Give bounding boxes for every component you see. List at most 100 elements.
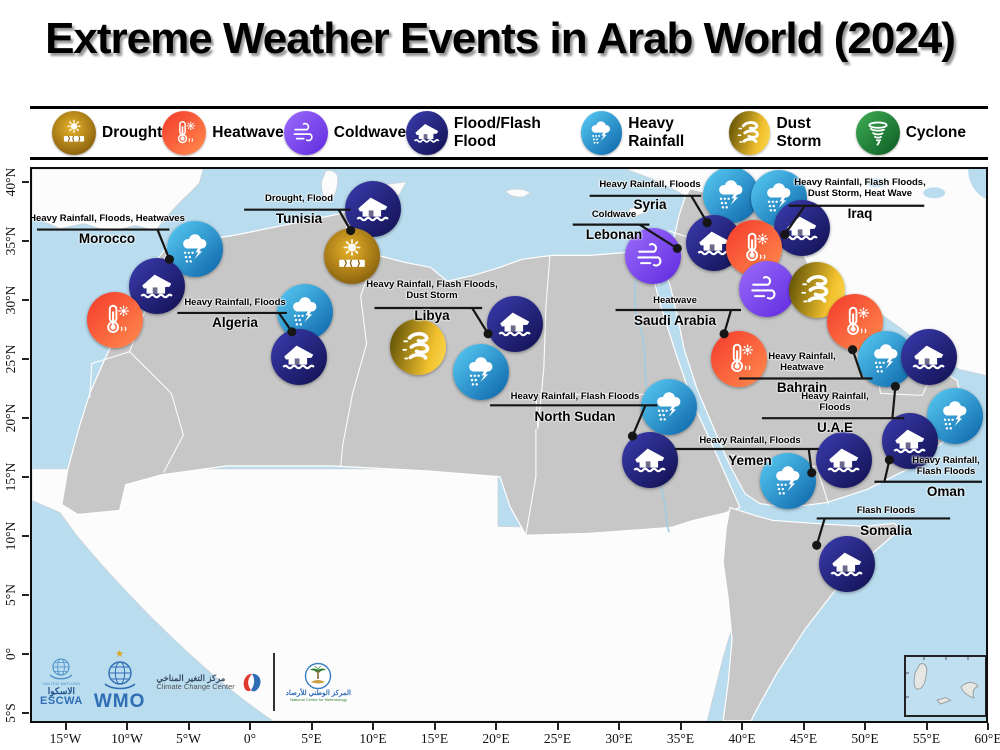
event-list: Heavy Rainfall, Floods [599, 179, 701, 190]
annotation-north-sudan: Heavy Rainfall, Flash Floods North Sudan [511, 391, 640, 424]
legend-label-flood: Flood/Flash Flood [453, 115, 541, 150]
marker-heatwave-morocco [87, 292, 143, 348]
event-list: Heavy Rainfall, Flash Floods [912, 455, 980, 477]
y-tick [22, 594, 29, 596]
x-tick-label: 10°E [359, 731, 387, 746]
x-tick [126, 723, 128, 730]
marker-flood-algeria [271, 329, 327, 385]
marker-rainfall-yemen [760, 453, 816, 509]
annotation-algeria: Heavy Rainfall, Floods Algeria [184, 297, 285, 330]
logo-divider [272, 653, 275, 711]
event-list: Heavy Rainfall, Floods [801, 391, 869, 413]
marker-rainfall-north-sudan [641, 379, 697, 435]
y-tick-label: 30°N [3, 285, 18, 315]
annotation-tunisia: Drought, Flood Tunisia [265, 193, 333, 226]
country-name: Syria [633, 197, 667, 212]
marker-rainfall-syria [703, 169, 759, 223]
y-tick [22, 476, 29, 478]
wmo-emblem-icon [104, 661, 136, 690]
annotation-yemen: Heavy Rainfall, Floods Yemen [699, 435, 800, 468]
footer-logos: UNITED NATIONS الاسكوا ESCWA ★ WMO مركز … [40, 645, 351, 719]
y-tick-label: 15°N [3, 462, 18, 492]
annotation-bahrain: Heavy Rainfall, Heatwave Bahrain [768, 351, 836, 395]
legend-item-coldwave: Coldwave [283, 111, 406, 155]
map-canvas: Heavy Rainfall, Floods, Heatwaves Morocco… [30, 167, 988, 723]
y-tick-label: 0° [3, 647, 18, 661]
un-emblem-icon [49, 658, 73, 680]
climate-change-center-logo: مركز التغير المناخي Climate Change Cente… [156, 669, 261, 695]
annotation-saudi-arabia: Heatwave Saudi Arabia [634, 295, 716, 328]
x-tick-label: 60°E [974, 731, 1000, 746]
event-list: Heavy Rainfall, Floods, Heatwaves [30, 213, 185, 224]
inset-islands [906, 657, 979, 705]
annotation-iraq: Heavy Rainfall, Flash Floods, Dust Storm,… [794, 177, 925, 221]
event-list: Drought, Flood [264, 193, 334, 204]
x-tick [741, 723, 743, 730]
marker-flood-north-sudan [622, 432, 678, 488]
drought-icon [52, 111, 96, 155]
x-tick-label: 20°E [482, 731, 510, 746]
cyclone-icon [855, 111, 900, 155]
coldwave-icon [283, 111, 328, 155]
country-name: North Sudan [534, 409, 616, 424]
legend-item-rainfall: Heavy Rainfall [580, 111, 729, 155]
x-tick-label: 45°E [789, 731, 818, 746]
x-tick-label: 15°W [49, 731, 82, 746]
y-tick-label: 40°N [3, 167, 18, 197]
event-list: Heatwave [653, 295, 697, 306]
legend-label-drought: Drought [102, 124, 163, 141]
legend-item-duststorm: Dust Storm [728, 111, 856, 155]
x-tick [187, 723, 190, 730]
x-tick-label: 15°E [420, 731, 449, 746]
inset-map-comoros [904, 655, 986, 717]
x-tick-label: 55°E [912, 731, 941, 746]
x-tick [802, 723, 805, 730]
y-tick [22, 712, 29, 714]
event-list: Heavy Rainfall, Flash Floods, Dust Storm [366, 279, 498, 301]
y-tick [22, 653, 29, 655]
flood-icon [406, 111, 448, 155]
marker-flood-morocco [129, 258, 185, 314]
x-tick [433, 723, 436, 730]
ncm-emblem-icon [305, 663, 332, 690]
wmo-star-icon: ★ [115, 649, 125, 661]
event-list: Heavy Rainfall, Heatwave [768, 351, 836, 373]
marker-flood-u-a-e [901, 329, 957, 385]
x-tick [864, 723, 866, 730]
annotation-lebonan: Coldwave Lebonan [586, 209, 642, 242]
country-name: Tunisia [275, 211, 323, 226]
x-tick-label: 30°E [605, 731, 633, 746]
marker-rainfall-libya [453, 344, 509, 400]
y-tick [22, 535, 29, 537]
event-list: Flash Floods [856, 505, 916, 516]
country-name: Iraq [847, 206, 873, 221]
y-tick [22, 299, 29, 301]
ccc-arabic: مركز التغير المناخي [156, 672, 226, 683]
country-name: Algeria [212, 315, 258, 330]
country-name: Somalia [860, 523, 912, 538]
x-tick [495, 723, 497, 730]
legend-label-duststorm: Dust Storm [776, 115, 822, 150]
marker-drought-tunisia [324, 228, 380, 284]
escwa-name: ESCWA [40, 695, 83, 708]
annotation-somalia: Flash Floods Somalia [857, 505, 916, 538]
y-tick-label: 35°N [3, 226, 18, 256]
country-name: U.A.E [816, 420, 853, 435]
x-tick [925, 723, 928, 730]
x-tick [987, 723, 989, 730]
y-tick [22, 417, 29, 419]
wmo-logo: ★ WMO [94, 649, 146, 712]
y-tick [22, 358, 29, 360]
event-list: Heavy Rainfall, Floods [699, 435, 801, 446]
escwa-arabic: الاسكوا [47, 685, 76, 696]
event-list: Heavy Rainfall, Floods [184, 297, 286, 308]
x-tick [64, 723, 67, 730]
marker-flood-libya [487, 296, 543, 352]
y-tick-label: 5°S [3, 703, 18, 723]
annotation-oman: Heavy Rainfall, Flash Floods Oman [912, 455, 980, 499]
x-tick-label: 0° [243, 731, 257, 746]
ccc-emblem-icon [243, 673, 261, 692]
country-name: Yemen [728, 453, 772, 468]
annotation-libya: Heavy Rainfall, Flash Floods, Dust Storm L… [366, 279, 497, 323]
y-tick-label: 10°N [3, 521, 18, 551]
